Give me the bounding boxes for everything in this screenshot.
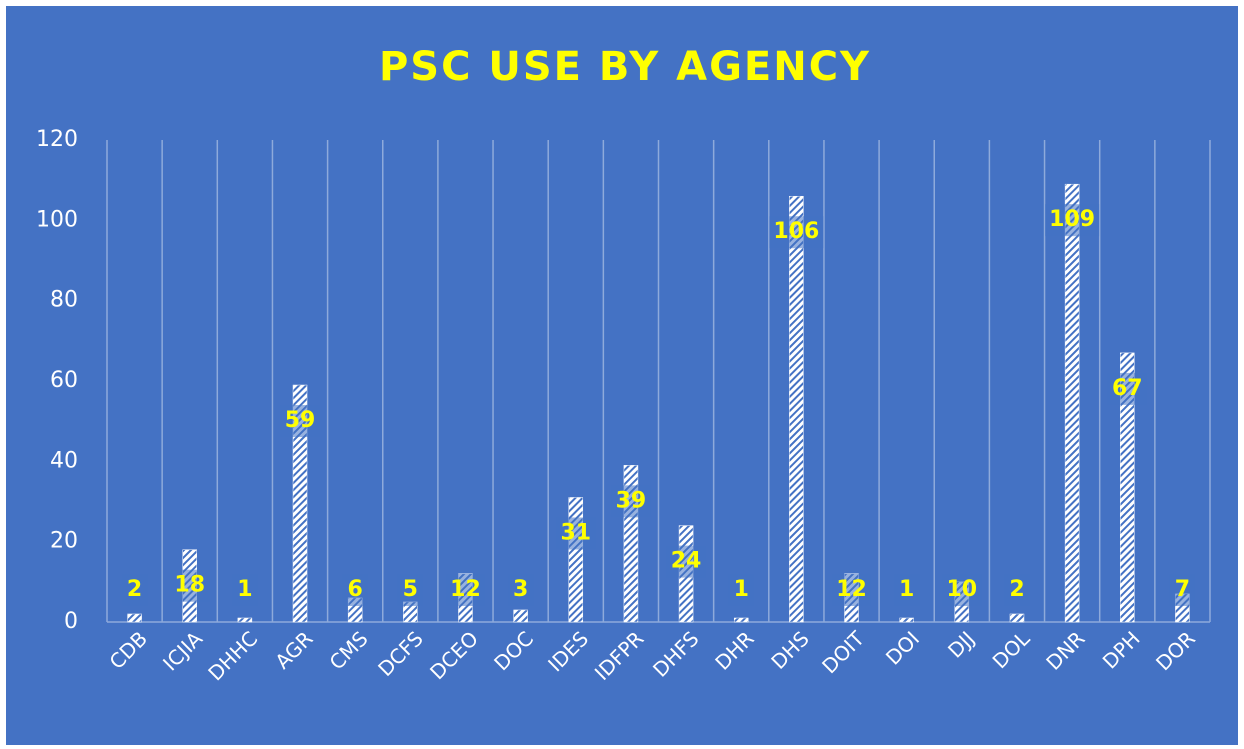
- data-label-box: [1045, 204, 1100, 237]
- data-label: 12: [836, 577, 867, 602]
- data-label-box: [397, 574, 424, 606]
- data-label: 31: [560, 520, 591, 545]
- data-label: 12: [450, 577, 481, 602]
- data-label-box: [231, 574, 258, 606]
- bar: [789, 195, 804, 623]
- data-label-box: [941, 574, 982, 606]
- data-label: 1: [734, 577, 749, 602]
- y-tick-label: 40: [50, 448, 78, 473]
- data-label: 10: [947, 577, 978, 602]
- data-label-box: [342, 574, 369, 606]
- bar: [237, 617, 253, 623]
- data-label: 1: [899, 577, 914, 602]
- y-tick-label: 60: [50, 368, 78, 393]
- data-label: 24: [671, 549, 702, 574]
- data-label-box: [121, 574, 148, 606]
- y-tick-label: 20: [50, 529, 78, 554]
- bar: [1064, 183, 1080, 623]
- data-label: 2: [1009, 577, 1024, 602]
- data-label: 2: [127, 577, 142, 602]
- data-label-box: [280, 405, 321, 438]
- data-label-box: [1003, 574, 1030, 606]
- y-tick-label: 120: [36, 127, 78, 152]
- data-label-box: [169, 569, 210, 602]
- data-label: 59: [285, 408, 316, 433]
- chart-title: PSC USE BY AGENCY: [379, 44, 871, 90]
- data-label: 3: [513, 577, 528, 602]
- y-tick-label: 80: [50, 288, 78, 313]
- bar: [568, 497, 584, 623]
- data-label-box: [445, 574, 486, 606]
- bar: [1009, 613, 1025, 623]
- y-tick-label: 100: [36, 207, 78, 232]
- bar: [127, 613, 142, 623]
- data-label: 39: [616, 488, 647, 513]
- data-label-box: [666, 545, 707, 578]
- y-tick-label: 0: [64, 609, 78, 634]
- data-label-box: [1169, 574, 1196, 606]
- data-label: 106: [773, 219, 819, 244]
- data-label-box: [610, 485, 651, 518]
- data-label-box: [1107, 372, 1148, 405]
- bar: [513, 609, 528, 623]
- data-label: 6: [348, 577, 363, 602]
- data-label-box: [831, 574, 872, 606]
- data-label-box: [507, 574, 534, 606]
- bar: [1120, 352, 1135, 623]
- data-label: 5: [403, 577, 418, 602]
- data-label-box: [555, 517, 596, 550]
- data-label: 109: [1049, 207, 1095, 232]
- data-label: 7: [1175, 577, 1190, 602]
- data-label: 67: [1112, 376, 1143, 401]
- data-label: 1: [237, 577, 252, 602]
- bar: [733, 617, 749, 623]
- data-label-box: [769, 216, 824, 249]
- data-label-box: [728, 574, 755, 606]
- data-label-box: [893, 574, 920, 606]
- bar: [292, 384, 308, 623]
- bar: [899, 617, 914, 623]
- data-label: 18: [174, 573, 205, 598]
